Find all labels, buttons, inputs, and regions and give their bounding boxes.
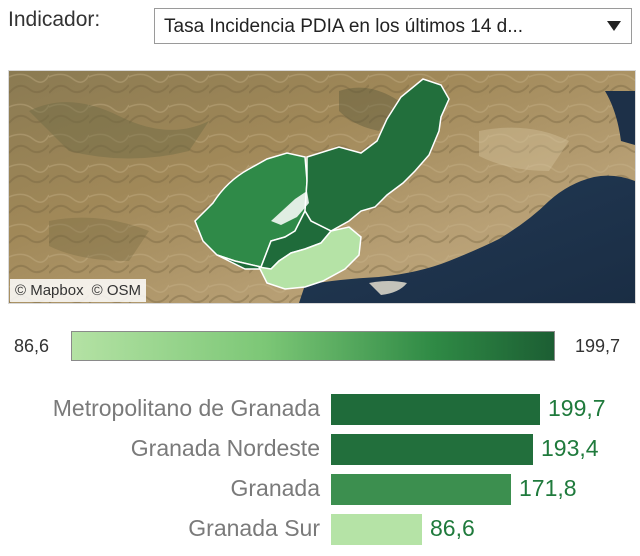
map-view[interactable]: © Mapbox © OSM (8, 70, 636, 304)
bar[interactable] (331, 514, 422, 545)
legend-max-label: 199,7 (575, 336, 621, 356)
bar[interactable] (331, 474, 511, 505)
indicator-selected-value: Tasa Incidencia PDIA en los últimos 14 d… (164, 16, 524, 37)
bar-value-label: 171,8 (519, 475, 577, 501)
bar-value-label: 193,4 (541, 435, 599, 461)
indicator-label: Indicador: (8, 8, 101, 31)
map-attribution[interactable]: © Mapbox © OSM (10, 279, 146, 302)
osm-attribution[interactable]: © OSM (91, 282, 141, 299)
mapbox-attribution[interactable]: © Mapbox (15, 282, 84, 299)
satellite-basemap (9, 71, 635, 303)
bar[interactable] (331, 394, 540, 425)
indicator-dropdown[interactable]: Tasa Incidencia PDIA en los últimos 14 d… (154, 8, 632, 44)
bar[interactable] (331, 434, 533, 465)
bar-category-label: Metropolitano de Granada (52, 395, 320, 421)
map-region-granada-sur[interactable] (257, 226, 362, 290)
legend-min-label: 86,6 (14, 336, 50, 356)
bar-value-label: 199,7 (548, 395, 606, 421)
bar-category-label: Granada (230, 475, 320, 501)
chevron-down-icon (607, 21, 621, 31)
bar-value-label: 86,6 (430, 515, 475, 541)
legend-color-ramp (71, 331, 555, 361)
bar-category-label: Granada Nordeste (130, 435, 320, 461)
bar-category-label: Granada Sur (188, 515, 320, 541)
